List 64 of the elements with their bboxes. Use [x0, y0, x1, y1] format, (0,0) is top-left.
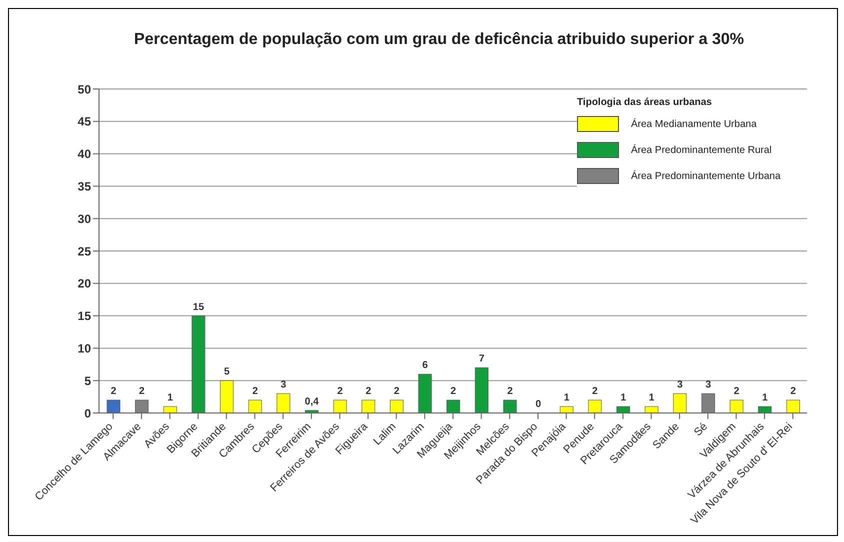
- data-label: 1: [564, 392, 570, 404]
- bar: [276, 393, 290, 413]
- bar: [192, 316, 206, 413]
- bar: [333, 400, 347, 413]
- data-label: 2: [507, 386, 514, 398]
- y-tick-label: 30: [78, 212, 92, 226]
- bar: [418, 374, 432, 413]
- data-label: 15: [192, 302, 204, 313]
- data-label: 6: [422, 360, 428, 372]
- bar: [588, 400, 602, 413]
- bar: [248, 400, 262, 413]
- y-tick-label: 35: [78, 179, 92, 194]
- data-label: 7: [478, 354, 485, 365]
- y-tick-label: 20: [78, 276, 92, 291]
- data-label: 1: [762, 392, 768, 404]
- data-label: 5: [224, 366, 230, 378]
- bar: [163, 406, 177, 413]
- data-label: 2: [110, 386, 117, 398]
- bar: [616, 406, 630, 413]
- data-label: 2: [734, 386, 740, 398]
- data-label: 2: [394, 386, 400, 398]
- bar: [135, 400, 149, 413]
- data-label: 2: [366, 386, 372, 398]
- y-tick-label: 0: [84, 406, 92, 420]
- data-label: 0,4: [304, 396, 320, 408]
- data-label: 2: [450, 386, 457, 398]
- bar: [644, 406, 658, 413]
- y-tick-label: 25: [78, 244, 92, 258]
- y-tick-label: 5: [84, 374, 92, 388]
- data-label: 3: [280, 380, 287, 391]
- bar: [758, 406, 772, 413]
- bar: [220, 380, 234, 413]
- data-label: 1: [648, 392, 655, 404]
- data-label: 1: [167, 392, 174, 404]
- data-label: 1: [620, 392, 626, 404]
- data-label: 2: [139, 386, 146, 398]
- chart-title: Percentagem de população com um grau de deficência atribuido superior a 30%: [133, 30, 745, 50]
- y-tick-label: 40: [78, 147, 92, 162]
- legend-label: Área Medianamente Urbana: [631, 118, 757, 130]
- data-label: 3: [705, 380, 712, 391]
- data-label: 0: [536, 399, 542, 410]
- bar: [106, 400, 120, 413]
- legend-title: Tipologia das áreas urbanas: [577, 97, 713, 108]
- bar: [503, 400, 517, 413]
- bar: [560, 406, 574, 413]
- legend-label: Área Predominantemente Urbana: [631, 170, 781, 182]
- legend-label: Área Predominantemente Rural: [631, 144, 772, 156]
- data-label: 2: [252, 386, 258, 398]
- bar: [786, 400, 800, 413]
- data-label: 2: [337, 386, 344, 398]
- data-label: 2: [790, 386, 796, 398]
- bar: [474, 367, 488, 413]
- y-tick-label: 50: [78, 82, 92, 96]
- y-tick-label: 10: [78, 341, 92, 356]
- bar: [362, 400, 376, 413]
- y-tick-label: 15: [78, 309, 92, 324]
- bar: [730, 400, 744, 413]
- data-label: 3: [677, 380, 684, 391]
- bar: [390, 400, 404, 413]
- bar: [446, 400, 460, 413]
- bar: [701, 393, 715, 413]
- y-tick-label: 45: [78, 114, 92, 129]
- bar: [673, 393, 687, 413]
- data-label: 2: [592, 386, 598, 398]
